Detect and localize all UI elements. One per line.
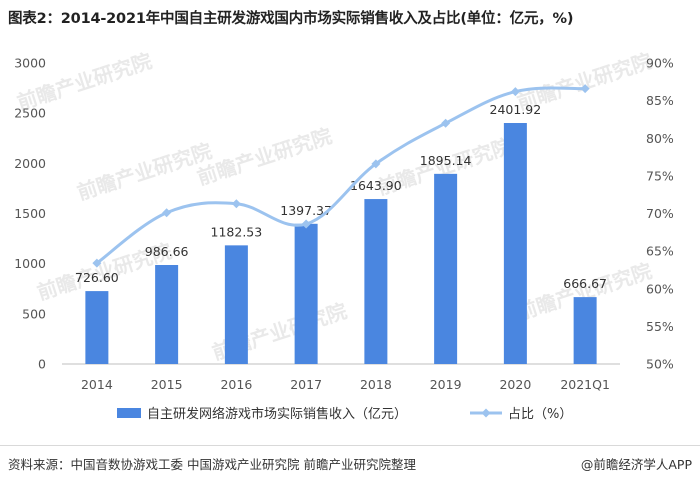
chart-title: 图表2：2014-2021年中国自主研发游戏国内市场实际销售收入及占比(单位：亿… bbox=[8, 11, 574, 27]
x-tick-label: 2021Q1 bbox=[560, 377, 610, 392]
x-tick-label: 2016 bbox=[220, 377, 252, 392]
bar bbox=[224, 245, 248, 364]
y-left-tick-label: 3000 bbox=[14, 56, 46, 71]
share-line-marker bbox=[580, 84, 590, 94]
share-line-marker bbox=[371, 159, 381, 169]
x-tick-label: 2018 bbox=[360, 377, 392, 392]
bar-data-label: 986.66 bbox=[145, 244, 189, 259]
share-line-marker bbox=[301, 219, 311, 229]
legend-line-marker bbox=[481, 408, 491, 418]
y-right-tick-label: 65% bbox=[646, 244, 674, 259]
share-line-marker bbox=[441, 118, 451, 128]
y-left-tick-label: 500 bbox=[22, 306, 46, 321]
y-right-tick-label: 85% bbox=[646, 93, 674, 108]
bar-data-label: 1643.90 bbox=[350, 178, 402, 193]
x-tick-label: 2020 bbox=[499, 377, 531, 392]
y-right-tick-label: 55% bbox=[646, 319, 674, 334]
y-left-tick-label: 1500 bbox=[14, 206, 46, 221]
y-left-tick-label: 1000 bbox=[14, 256, 46, 271]
watermark-text: 前瞻产业研究院 bbox=[194, 124, 335, 190]
y-right-tick-label: 60% bbox=[646, 281, 674, 296]
legend-bar-label: 自主研发网络游戏市场实际销售收入（亿元） bbox=[147, 406, 407, 422]
bar-data-label: 726.60 bbox=[75, 270, 119, 285]
x-tick-label: 2019 bbox=[430, 377, 462, 392]
y-right-tick-label: 75% bbox=[646, 168, 674, 183]
bar bbox=[434, 173, 458, 364]
bar bbox=[294, 223, 318, 364]
y-left-tick-label: 0 bbox=[38, 357, 46, 372]
brand-credit: @前瞻经济学人APP bbox=[580, 457, 692, 472]
y-right-tick-label: 90% bbox=[646, 56, 674, 71]
y-right-tick-label: 80% bbox=[646, 131, 674, 146]
share-line-marker bbox=[510, 87, 520, 97]
watermark-text: 前瞻产业研究院 bbox=[74, 139, 215, 205]
bar-data-label: 2401.92 bbox=[490, 102, 542, 117]
share-line-marker bbox=[231, 199, 241, 209]
bar bbox=[155, 265, 179, 364]
bar-data-label: 1895.14 bbox=[420, 153, 472, 168]
y-right-tick-label: 50% bbox=[646, 357, 674, 372]
x-tick-label: 2014 bbox=[81, 377, 113, 392]
x-tick-label: 2015 bbox=[151, 377, 183, 392]
bar-data-label: 666.67 bbox=[563, 276, 607, 291]
y-left-tick-label: 2500 bbox=[14, 106, 46, 121]
bar-data-label: 1397.37 bbox=[280, 203, 332, 218]
source-note: 资料来源：中国音数协游戏工委 中国游戏产业研究院 前瞻产业研究院整理 bbox=[8, 457, 416, 472]
legend-bar-swatch bbox=[117, 408, 141, 418]
share-line-marker bbox=[92, 258, 102, 268]
x-tick-label: 2017 bbox=[290, 377, 322, 392]
bar bbox=[364, 199, 388, 364]
bar bbox=[503, 123, 527, 365]
y-right-tick-label: 70% bbox=[646, 206, 674, 221]
bar-data-label: 1182.53 bbox=[211, 224, 263, 239]
footer-divider bbox=[0, 445, 700, 446]
legend-line-label: 占比（%） bbox=[508, 407, 572, 422]
bar bbox=[573, 297, 597, 364]
y-left-tick-label: 2000 bbox=[14, 156, 46, 171]
share-line-marker bbox=[162, 208, 172, 218]
bar bbox=[85, 291, 109, 364]
